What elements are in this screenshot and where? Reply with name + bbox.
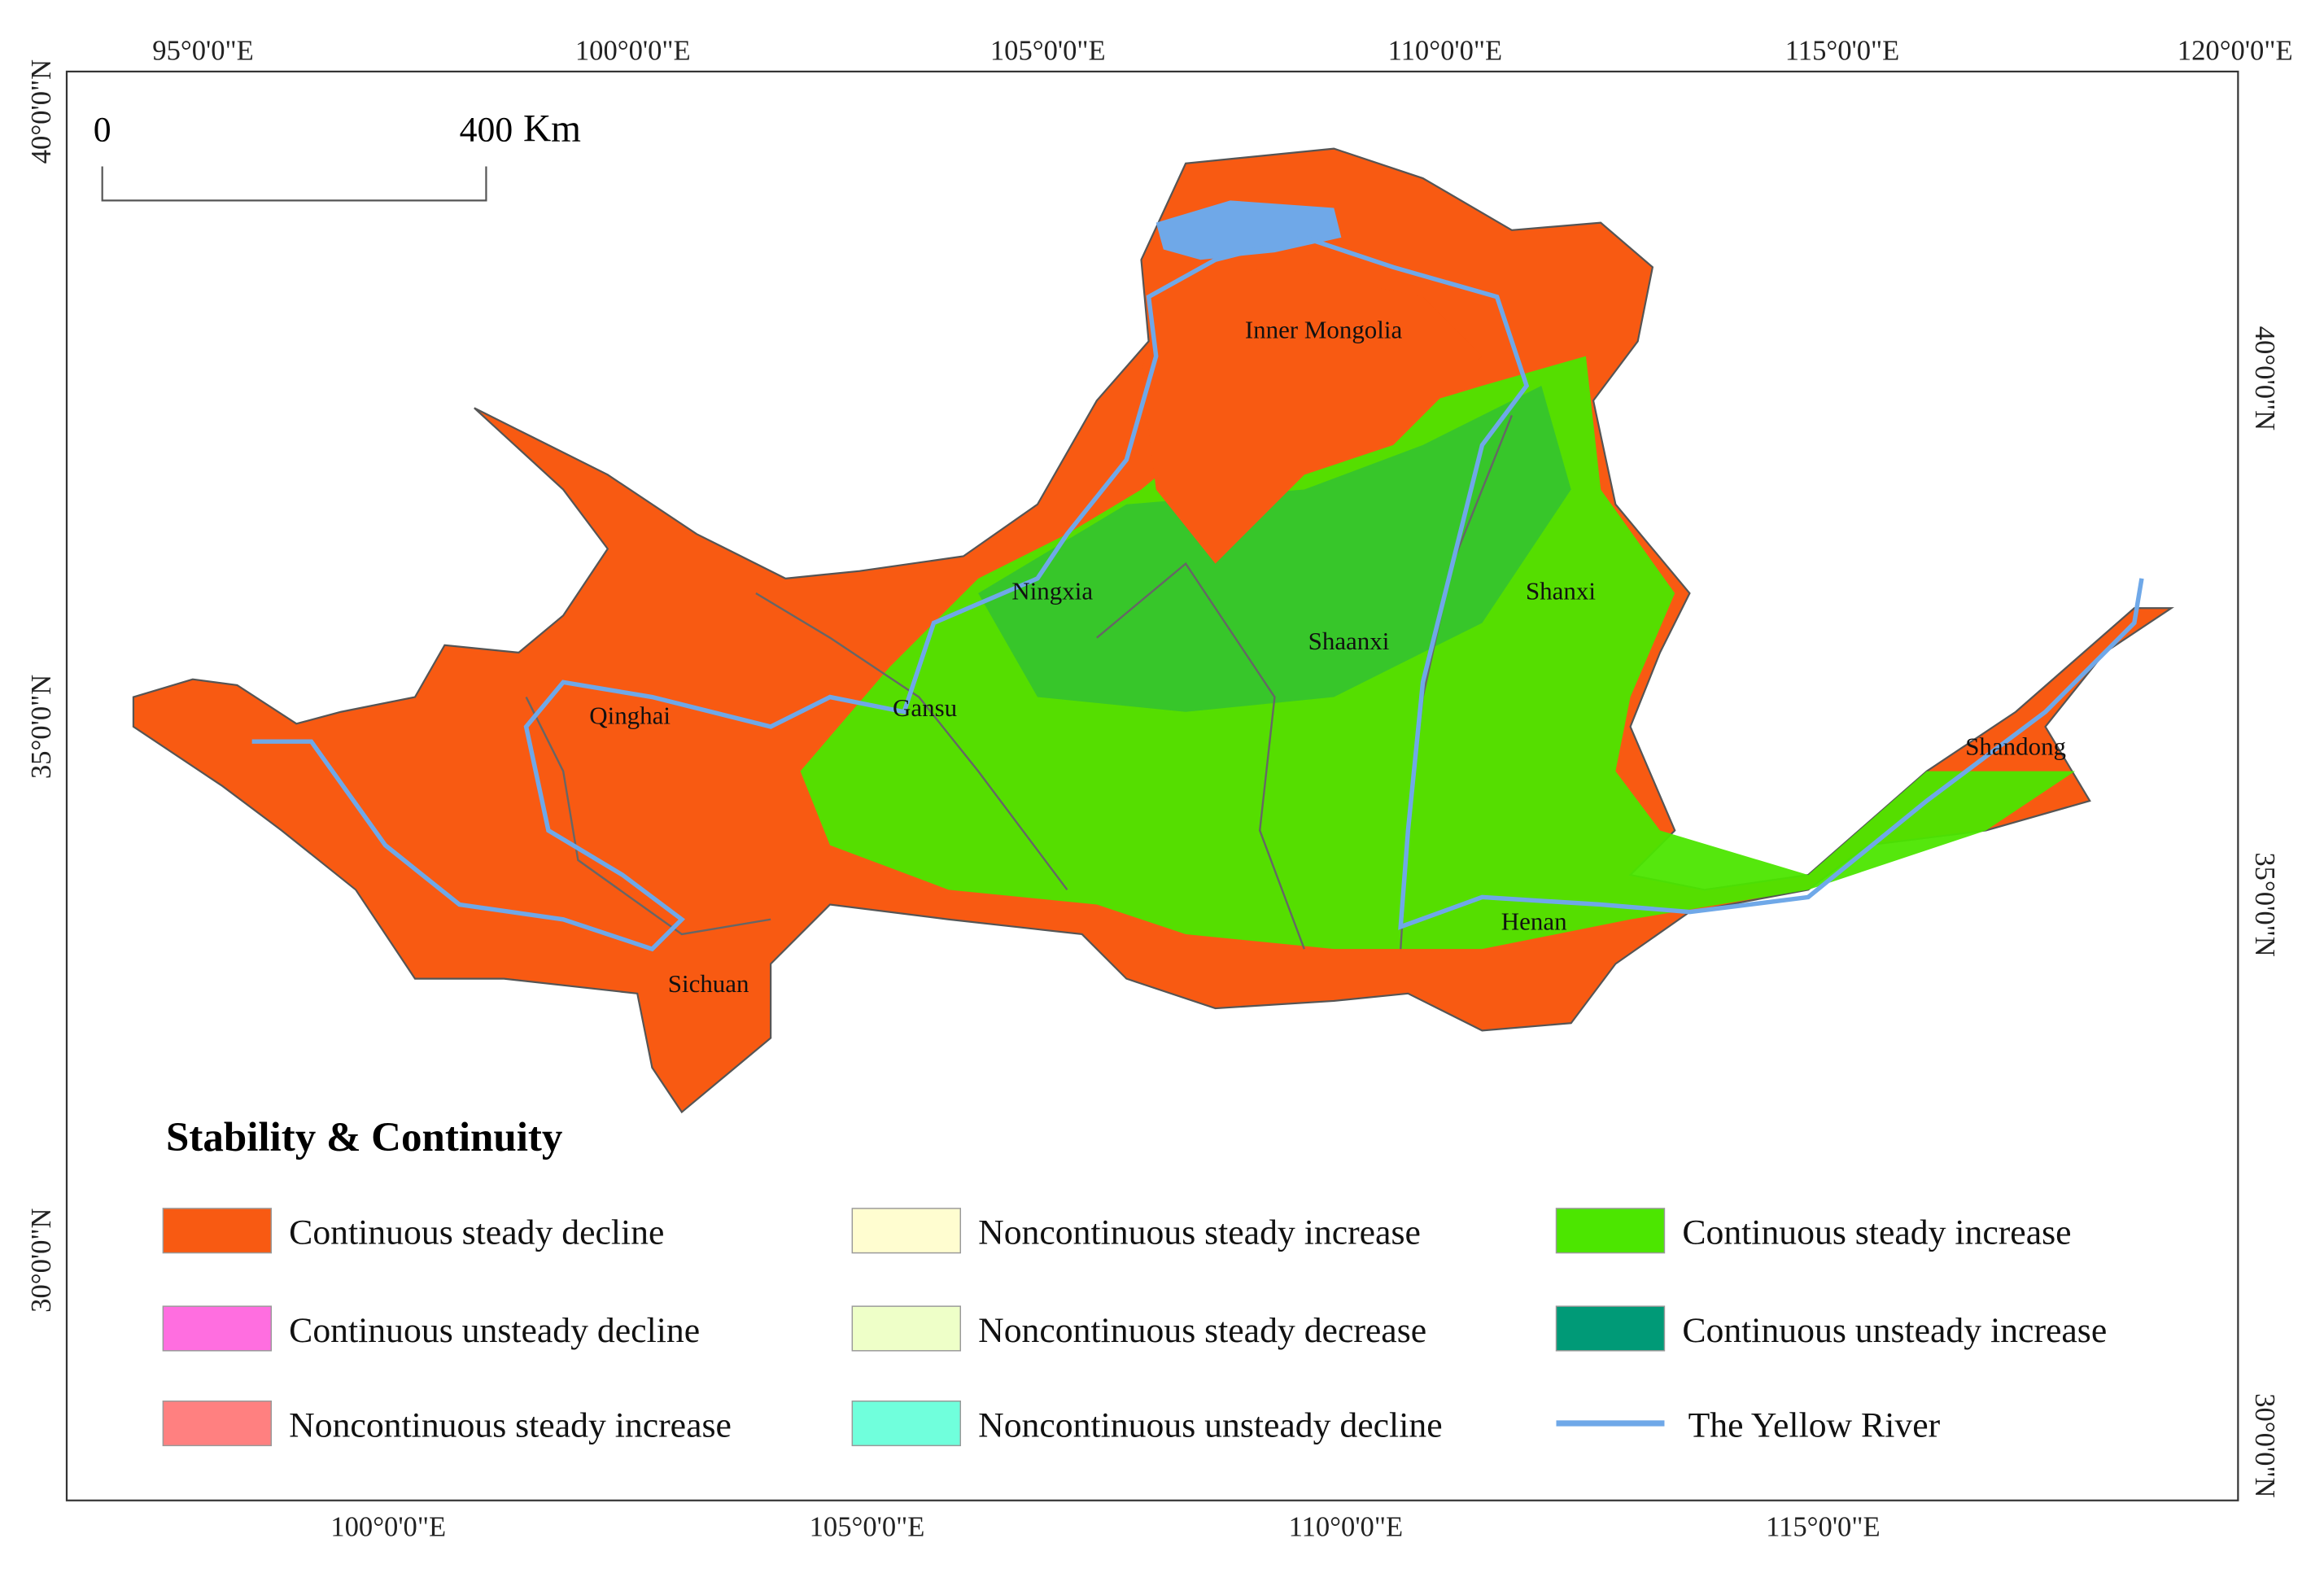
top-tick-label: 110°0'0"E <box>1388 35 1503 66</box>
top-tick-label: 120°0'0"E <box>2178 35 2293 66</box>
left-tick-label: 40°0'0"N <box>26 59 57 164</box>
scale-bar <box>101 166 487 202</box>
province-label: Inner Mongolia <box>1245 316 1403 344</box>
legend-swatch <box>851 1208 962 1254</box>
legend-title: Stability & Continuity <box>166 1115 562 1160</box>
right-tick-label: 40°0'0"N <box>2249 326 2280 430</box>
scale-unit: Km <box>523 108 581 151</box>
right-tick-label: 30°0'0"N <box>2249 1393 2280 1497</box>
left-tick-label: 35°0'0"N <box>26 675 57 779</box>
legend-label: Continuous unsteady increase <box>1682 1311 2107 1350</box>
scale-start: 0 <box>94 111 111 150</box>
bottom-tick-label: 100°0'0"E <box>330 1511 446 1542</box>
legend-label: Noncontinuous steady decrease <box>978 1311 1426 1350</box>
legend-swatch <box>162 1400 273 1447</box>
generated: 95°0'0"E 100°0'0"E 105°0'0"E 110°0'0"E 115°0… <box>26 35 2293 1542</box>
top-tick-label: 105°0'0"E <box>990 35 1106 66</box>
legend-label: The Yellow River <box>1688 1405 1941 1444</box>
province-label: Shandong <box>1965 732 2066 761</box>
legend-swatch <box>162 1208 273 1254</box>
legend-swatch <box>851 1305 962 1352</box>
left-tick-label: 30°0'0"N <box>26 1208 57 1312</box>
legend-label: Noncontinuous steady increase <box>289 1405 732 1444</box>
province-label: Gansu <box>893 693 957 722</box>
bottom-tick-label: 105°0'0"E <box>810 1511 925 1542</box>
lake <box>1155 200 1342 260</box>
yellow-river <box>251 235 2144 952</box>
top-tick-label: 115°0'0"E <box>1785 35 1900 66</box>
boundary <box>755 592 1068 891</box>
legend-label: Continuous steady increase <box>1682 1213 2071 1252</box>
right-tick-label: 35°0'0"N <box>2249 852 2280 956</box>
legend-swatch <box>1555 1305 1666 1352</box>
province-label: Henan <box>1501 907 1567 936</box>
province-label: Shaanxi <box>1308 627 1390 655</box>
province-label: Ningxia <box>1011 576 1093 605</box>
legend-swatch <box>851 1400 962 1447</box>
basin-unsteady-increase <box>978 386 1571 712</box>
province-label: Shanxi <box>1526 576 1596 605</box>
basin-decline-patch <box>1141 267 1483 564</box>
boundary <box>525 697 771 936</box>
legend-label: Continuous steady decline <box>289 1213 664 1252</box>
legend-label: Continuous unsteady decline <box>289 1311 700 1350</box>
bottom-tick-label: 115°0'0"E <box>1766 1511 1881 1542</box>
legend-label: Noncontinuous steady increase <box>978 1213 1421 1252</box>
basin-increase <box>800 356 2075 950</box>
top-tick-label: 95°0'0"E <box>152 35 254 66</box>
bottom-tick-label: 110°0'0"E <box>1289 1511 1404 1542</box>
scale-end: 400 <box>460 111 513 150</box>
province-label: Sichuan <box>668 969 749 998</box>
legend-swatch <box>162 1305 273 1352</box>
boundary <box>1096 562 1305 950</box>
legend-swatch <box>1555 1208 1666 1254</box>
legend-label: Noncontinuous unsteady decline <box>978 1405 1442 1444</box>
province-label: Qinghai <box>589 701 671 729</box>
top-tick-label: 100°0'0"E <box>575 35 691 66</box>
